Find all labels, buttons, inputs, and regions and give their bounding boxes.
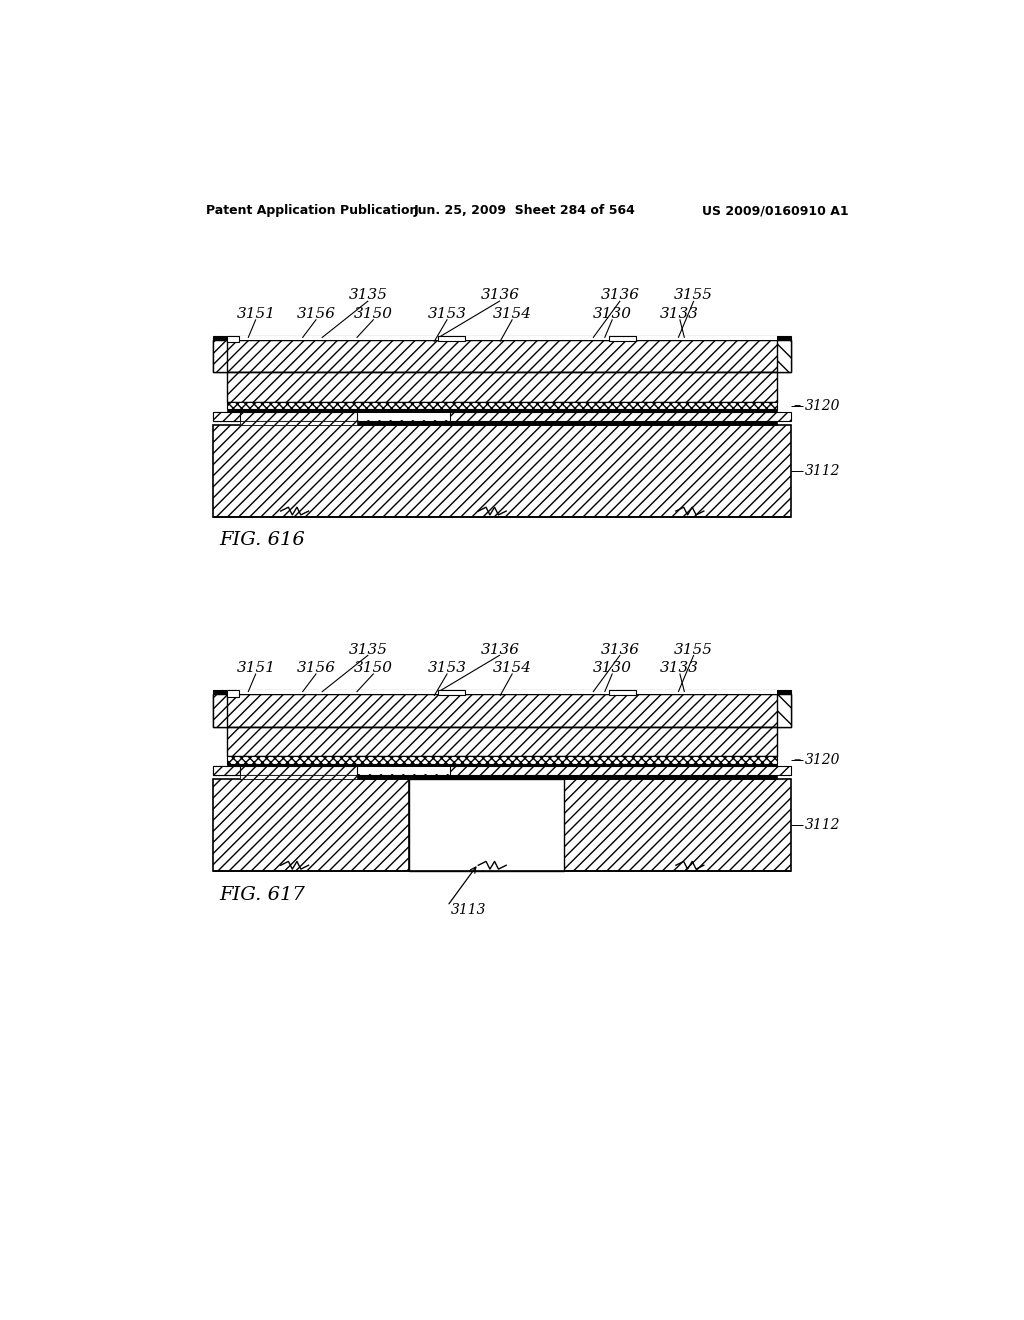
Bar	[213, 341, 791, 372]
Bar	[356, 767, 450, 775]
Bar	[776, 341, 791, 372]
Text: 3135: 3135	[349, 289, 388, 302]
Text: 3120: 3120	[805, 752, 840, 767]
Text: FIG. 616: FIG. 616	[219, 532, 305, 549]
Text: 3136: 3136	[601, 289, 640, 302]
Text: 3120: 3120	[805, 399, 840, 413]
Bar	[227, 763, 776, 766]
Text: 3156: 3156	[297, 308, 336, 321]
Text: Patent Application Publication: Patent Application Publication	[206, 205, 418, 218]
Bar	[438, 690, 465, 696]
Bar	[227, 409, 776, 412]
Text: US 2009/0160910 A1: US 2009/0160910 A1	[702, 205, 849, 218]
Text: 3154: 3154	[493, 308, 531, 321]
Bar	[776, 694, 791, 726]
Bar	[213, 412, 241, 421]
Text: 3136: 3136	[601, 643, 640, 656]
Text: 3112: 3112	[805, 818, 840, 832]
Text: 3136: 3136	[480, 289, 519, 302]
Bar	[409, 779, 563, 871]
Bar	[227, 401, 776, 409]
Text: 3151: 3151	[237, 308, 275, 321]
Bar	[213, 766, 241, 775]
Bar	[356, 412, 450, 420]
Bar	[213, 694, 227, 726]
Bar	[213, 766, 791, 775]
Text: 3136: 3136	[480, 643, 519, 656]
Bar	[227, 372, 776, 401]
Text: 3113: 3113	[452, 903, 486, 917]
Text: 3156: 3156	[297, 661, 336, 675]
Bar	[241, 421, 776, 425]
Bar	[241, 775, 776, 779]
Bar	[213, 694, 791, 726]
Bar	[241, 775, 356, 779]
Text: 3154: 3154	[493, 661, 531, 675]
Text: FIG. 617: FIG. 617	[219, 886, 305, 903]
Bar	[241, 421, 356, 425]
Bar	[227, 337, 239, 342]
Bar	[227, 756, 776, 763]
Text: 3150: 3150	[354, 661, 393, 675]
Bar	[213, 689, 791, 694]
Bar	[438, 337, 465, 341]
Bar	[608, 690, 636, 696]
Bar	[213, 341, 227, 372]
Text: 3153: 3153	[428, 661, 467, 675]
Bar	[213, 425, 791, 517]
Bar	[213, 412, 791, 421]
Text: 3153: 3153	[428, 308, 467, 321]
Text: 3133: 3133	[660, 308, 699, 321]
Bar	[213, 779, 409, 871]
Text: 3151: 3151	[237, 661, 275, 675]
Text: 3150: 3150	[354, 308, 393, 321]
Text: 3135: 3135	[349, 643, 388, 656]
Text: 3112: 3112	[805, 465, 840, 478]
Text: Jun. 25, 2009  Sheet 284 of 564: Jun. 25, 2009 Sheet 284 of 564	[414, 205, 636, 218]
Bar	[227, 690, 239, 697]
Bar	[608, 337, 636, 341]
Text: 3133: 3133	[660, 661, 699, 675]
Bar	[227, 335, 776, 341]
Bar	[227, 726, 776, 756]
Bar	[227, 689, 776, 694]
Bar	[563, 779, 791, 871]
Text: 3155: 3155	[674, 289, 714, 302]
Text: 3130: 3130	[593, 308, 632, 321]
Text: 3130: 3130	[593, 661, 632, 675]
Bar	[213, 335, 791, 341]
Text: 3155: 3155	[674, 643, 714, 656]
